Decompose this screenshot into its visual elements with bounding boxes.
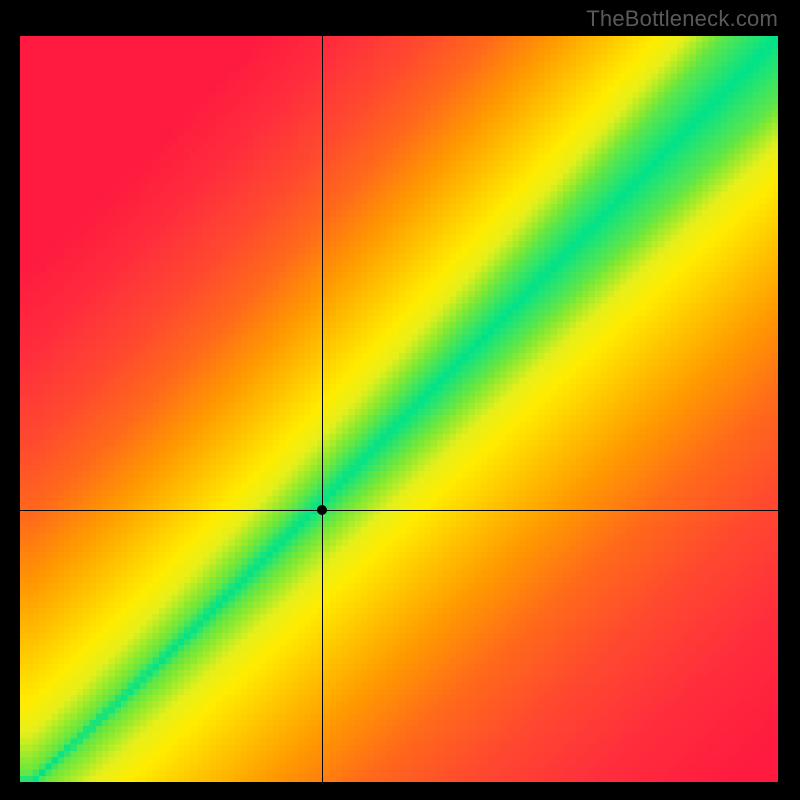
- heatmap-plot: [20, 36, 778, 782]
- chart-container: TheBottleneck.com: [0, 0, 800, 800]
- watermark-text: TheBottleneck.com: [586, 6, 778, 32]
- heatmap-canvas: [20, 36, 778, 782]
